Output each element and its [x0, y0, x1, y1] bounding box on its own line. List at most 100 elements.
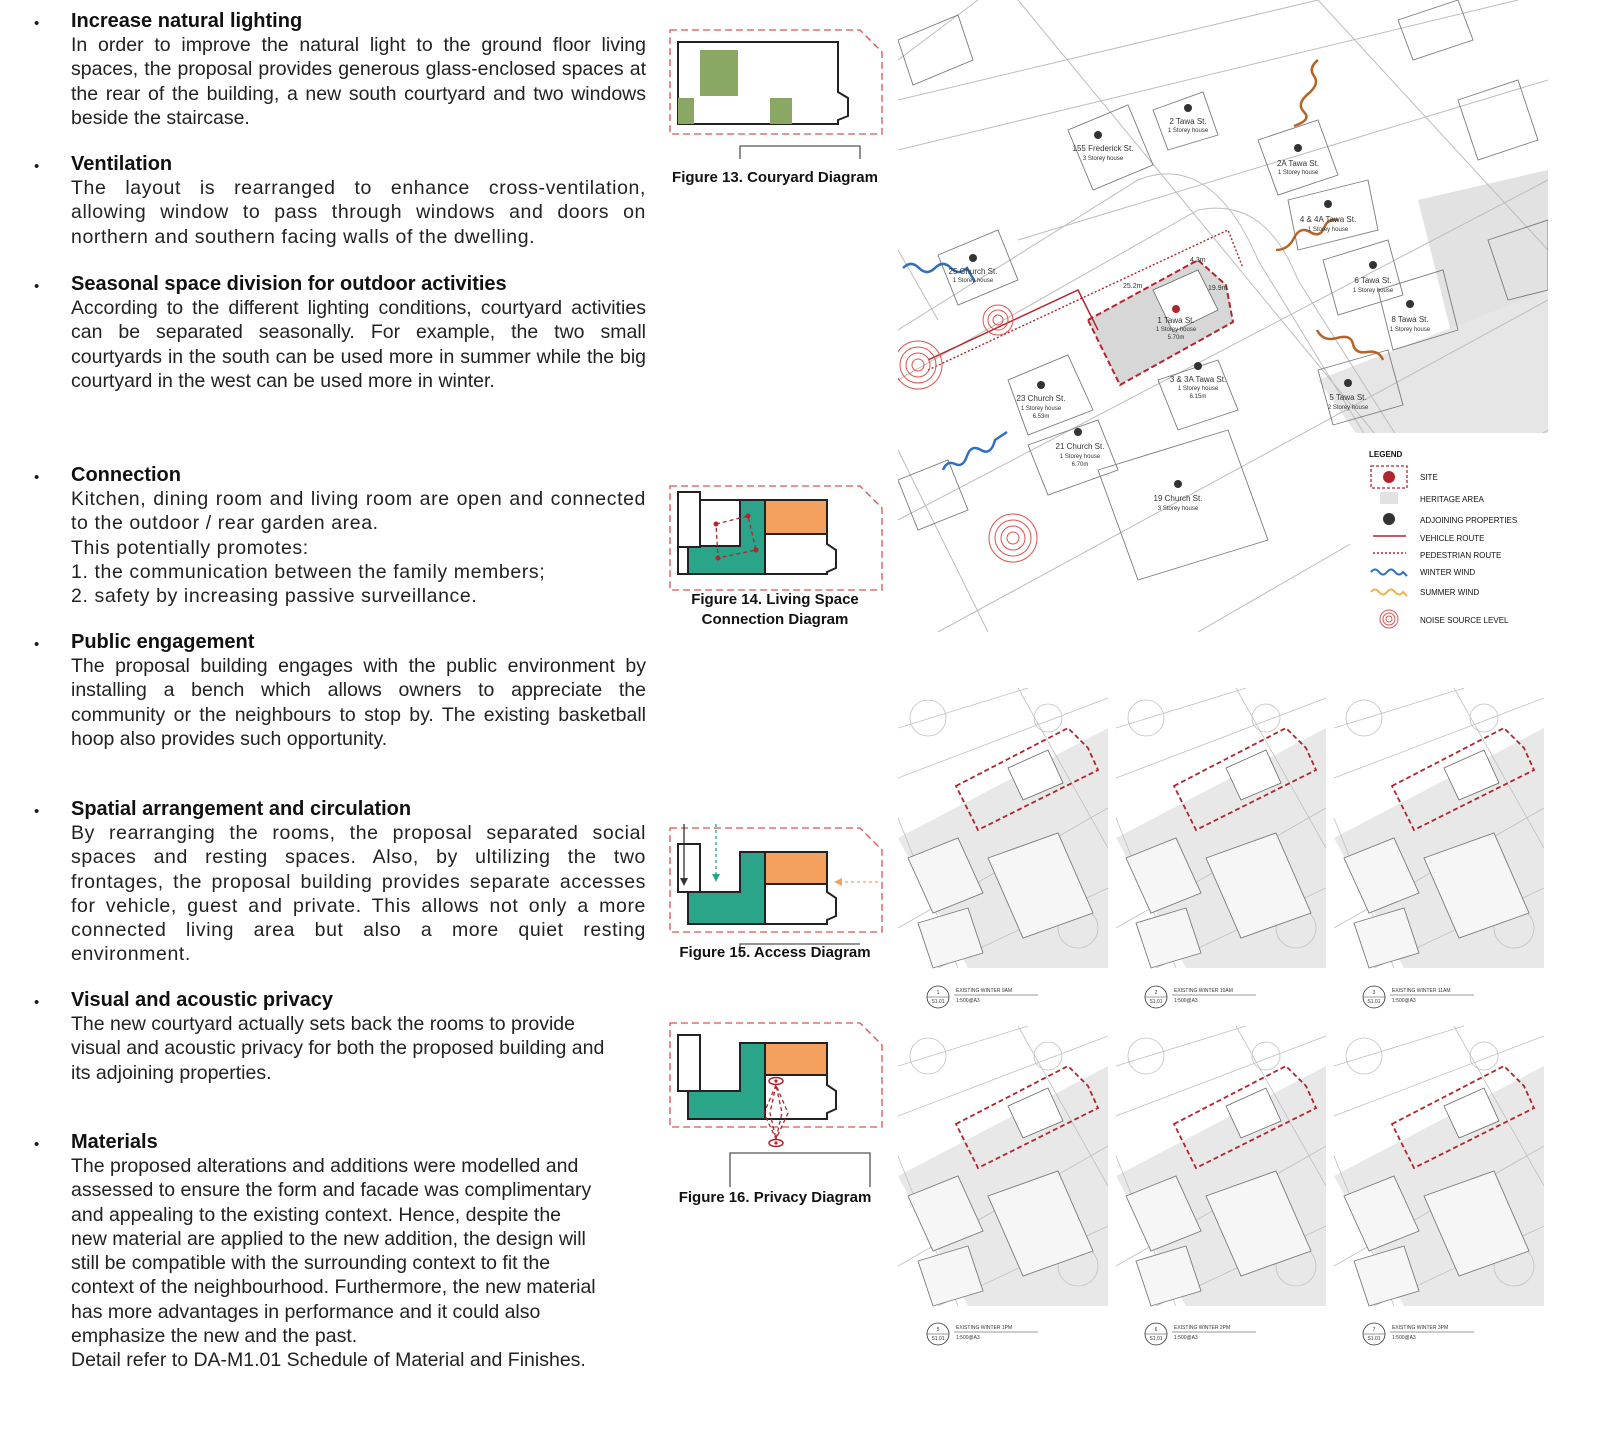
- svg-text:6.15m: 6.15m: [1190, 394, 1207, 400]
- shadow-title-block: 1 S1.01 EXISTING WINTER 9AM 1:500@A3: [926, 985, 1038, 1009]
- svg-text:S1.01: S1.01: [1149, 1336, 1162, 1342]
- property-marker: 4 & 4A Tawa St. 1 Storey house: [1300, 200, 1356, 233]
- shadow-plan: [898, 688, 1109, 969]
- section-connection: Connection Kitchen, dining room and livi…: [71, 463, 646, 608]
- svg-text:1 Storey house: 1 Storey house: [1156, 327, 1197, 333]
- map-legend: LEGEND SITE HERITAGE AREA ADJOINING PROP…: [1350, 433, 1548, 632]
- summer-wind-icon: [1275, 218, 1339, 252]
- section-title: Connection: [71, 464, 181, 486]
- property-marker: 8 Tawa St. 1 Storey house: [1390, 300, 1431, 333]
- shadow-title-block: 5 S1.01 EXISTING WINTER 1PM 1:500@A3: [926, 1322, 1038, 1346]
- property-marker: 2 Tawa St. 1 Storey house: [1168, 104, 1209, 134]
- shadow-title-block: 7 S1.01 EXISTING WINTER 3PM 1:500@A3: [1362, 1322, 1474, 1346]
- svg-text:4 & 4A Tawa St.: 4 & 4A Tawa St.: [1300, 215, 1356, 224]
- svg-text:5 Tawa St.: 5 Tawa St.: [1329, 393, 1366, 402]
- winter-wind-icon: [941, 430, 1008, 471]
- property-marker: 6 Tawa St. 1 Storey house: [1353, 261, 1394, 294]
- svg-text:S1.01: S1.01: [1149, 999, 1162, 1005]
- section-text: Detail refer to DA-M1.01 Schedule of Mat…: [71, 1349, 586, 1372]
- section-public-engagement: Public engagement The proposal building …: [71, 630, 646, 751]
- section-text: According to the different lighting cond…: [71, 297, 646, 392]
- courtyard-south-1: [678, 98, 694, 124]
- shadow-plan: [1115, 1025, 1327, 1307]
- svg-text:S1.01: S1.01: [1367, 999, 1380, 1005]
- svg-text:1 Storey house: 1 Storey house: [1178, 386, 1219, 392]
- svg-text:EXISTING WINTER 3PM: EXISTING WINTER 3PM: [1392, 1325, 1448, 1331]
- bullet: •: [34, 803, 40, 820]
- bullet: •: [34, 469, 40, 486]
- property-marker: 3 & 3A Tawa St. 1 Storey house 6.15m: [1170, 362, 1226, 400]
- privacy-diagram: [669, 1022, 883, 1187]
- figure-16-caption: Figure 16. Privacy Diagram: [678, 1189, 872, 1206]
- bullet: •: [34, 1136, 40, 1153]
- section-natural-lighting: Increase natural lighting In order to im…: [71, 9, 646, 130]
- section-text: Kitchen, dining room and living room are…: [71, 488, 646, 535]
- shadow-study-grid: 1 S1.01 EXISTING WINTER 9AM 1:500@A3 2 S1.0…: [898, 688, 1545, 1346]
- section-text: In order to improve the natural light to…: [71, 34, 646, 129]
- svg-text:1: 1: [937, 990, 940, 996]
- svg-text:1 Storey house: 1 Storey house: [953, 278, 994, 284]
- svg-text:S1.01: S1.01: [1367, 1336, 1380, 1342]
- bullet: •: [34, 15, 40, 32]
- svg-text:EXISTING WINTER 2PM: EXISTING WINTER 2PM: [1174, 1325, 1230, 1331]
- figure-13-caption: Figure 13. Couryard Diagram: [672, 169, 878, 186]
- section-body: The new courtyard actually sets back the…: [71, 1012, 626, 1085]
- svg-text:VEHICLE ROUTE: VEHICLE ROUTE: [1420, 534, 1484, 543]
- section-body: The proposal building engages with the p…: [71, 654, 646, 751]
- svg-text:6.53m: 6.53m: [1033, 414, 1050, 420]
- svg-text:7: 7: [1373, 1327, 1376, 1333]
- section-seasonal: Seasonal space division for outdoor acti…: [71, 272, 646, 393]
- access-diagram: [669, 824, 883, 956]
- section-text: The proposal building engages with the p…: [71, 655, 646, 750]
- eye-icon: [768, 1076, 784, 1086]
- svg-text:5.70m: 5.70m: [1168, 335, 1185, 341]
- section-title: Public engagement: [71, 631, 255, 653]
- section-text: The layout is rearranged to enhance cros…: [71, 177, 646, 248]
- svg-text:SUMMER WIND: SUMMER WIND: [1420, 588, 1479, 597]
- bedroom-zone: [764, 851, 828, 885]
- section-body: According to the different lighting cond…: [71, 296, 646, 393]
- svg-text:25 Church St.: 25 Church St.: [949, 267, 998, 276]
- svg-text:EXISTING WINTER 1PM: EXISTING WINTER 1PM: [956, 1325, 1012, 1331]
- svg-text:2: 2: [1155, 990, 1158, 996]
- property-marker: 21 Church St. 1 Storey house 6.70m: [1056, 428, 1104, 468]
- svg-text:EXISTING WINTER 10AM: EXISTING WINTER 10AM: [1174, 988, 1233, 994]
- svg-text:S1.01: S1.01: [931, 1336, 944, 1342]
- section-title: Seasonal space division for outdoor acti…: [71, 273, 507, 295]
- section-text: This potentially promotes:: [71, 536, 309, 559]
- bullet: •: [34, 158, 40, 175]
- svg-text:1 Storey house: 1 Storey house: [1168, 128, 1209, 134]
- section-text: By rearranging the rooms, the proposal s…: [71, 822, 646, 966]
- svg-text:8 Tawa St.: 8 Tawa St.: [1391, 315, 1428, 324]
- property-marker: 23 Church St. 1 Storey house 6.53m: [1017, 381, 1065, 420]
- section-title: Ventilation: [71, 153, 173, 175]
- shadow-title-block: 6 S1.01 EXISTING WINTER 2PM 1:500@A3: [1144, 1322, 1256, 1346]
- svg-text:1:500@A3: 1:500@A3: [1392, 998, 1416, 1004]
- svg-text:5: 5: [937, 1327, 940, 1333]
- svg-text:NOISE SOURCE LEVEL: NOISE SOURCE LEVEL: [1420, 616, 1509, 625]
- property-marker: 155 Frederick St. 3 Storey house: [1073, 131, 1134, 162]
- section-body: Kitchen, dining room and living room are…: [71, 487, 646, 608]
- section-body: By rearranging the rooms, the proposal s…: [71, 821, 646, 967]
- svg-text:3 Storey house: 3 Storey house: [1158, 506, 1199, 512]
- svg-text:1:500@A3: 1:500@A3: [1174, 998, 1198, 1004]
- shadow-plan: [898, 1025, 1109, 1307]
- courtyard-south-2: [770, 98, 792, 124]
- svg-text:6.70m: 6.70m: [1072, 462, 1089, 468]
- svg-text:3 Storey house: 3 Storey house: [1083, 156, 1124, 162]
- svg-text:1:500@A3: 1:500@A3: [956, 998, 980, 1004]
- svg-text:WINTER WIND: WINTER WIND: [1420, 568, 1475, 577]
- svg-text:1 Storey house: 1 Storey house: [1353, 288, 1394, 294]
- svg-text:155 Frederick St.: 155 Frederick St.: [1073, 144, 1134, 153]
- vehicle-route: [927, 289, 1099, 361]
- summer-wind-icon: [1315, 329, 1385, 361]
- svg-text:1 Storey house: 1 Storey house: [1390, 327, 1431, 333]
- svg-text:EXISTING WINTER 9AM: EXISTING WINTER 9AM: [956, 988, 1012, 994]
- shadow-title-block: 2 S1.01 EXISTING WINTER 10AM 1:500@A3: [1144, 985, 1256, 1009]
- svg-text:3: 3: [1373, 990, 1376, 996]
- noise-source-icon: [982, 304, 1014, 336]
- property-marker: 25 Church St. 1 Storey house: [949, 254, 998, 284]
- section-body: The proposed alterations and additions w…: [71, 1154, 596, 1373]
- bedroom-zone: [764, 499, 828, 535]
- bullet: •: [34, 278, 40, 295]
